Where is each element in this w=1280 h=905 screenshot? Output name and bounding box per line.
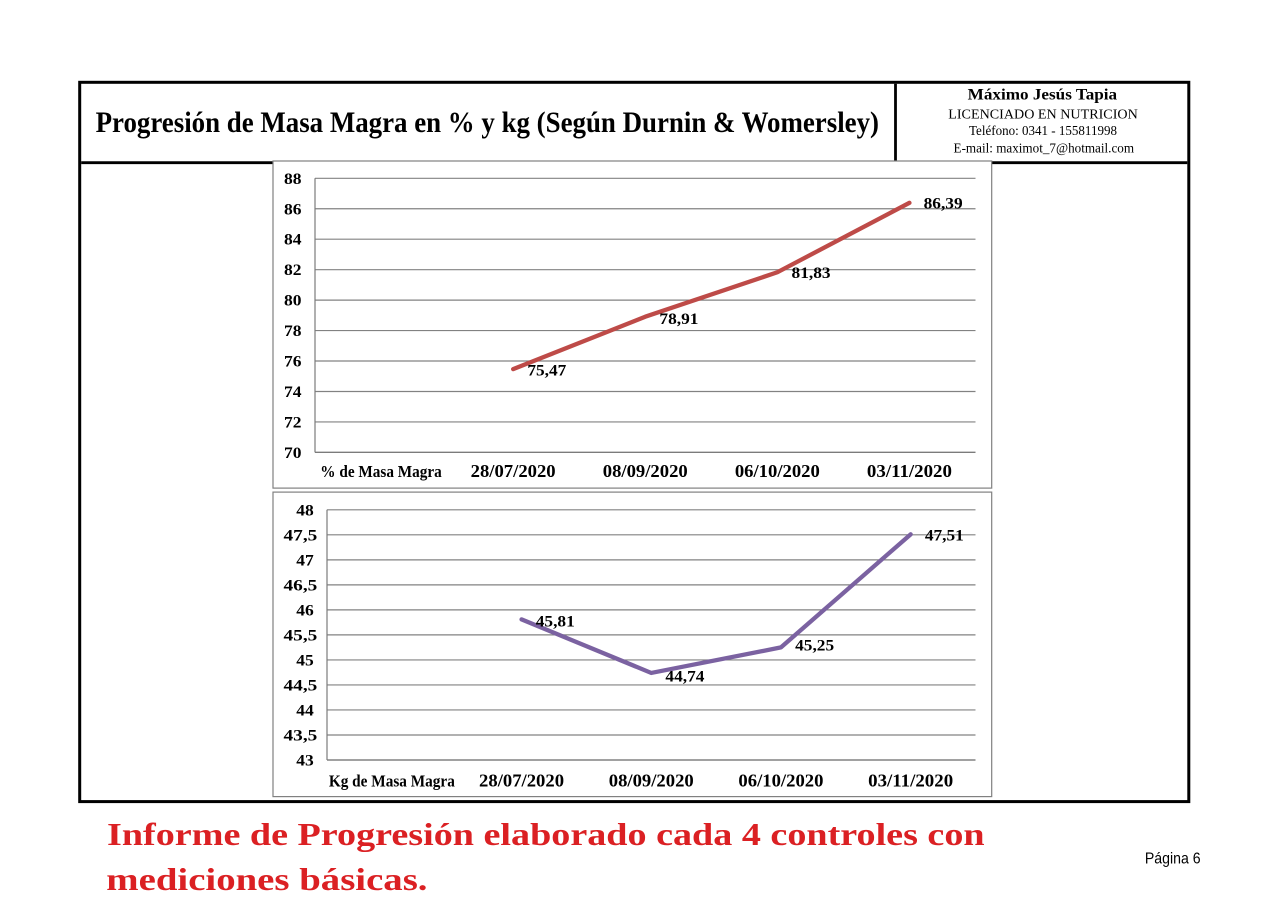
svg-text:Teléfono: 0341 - 155811998: Teléfono: 0341 - 155811998 <box>969 123 1117 138</box>
svg-text:78: 78 <box>284 323 302 340</box>
svg-text:Máximo Jesús Tapia: Máximo Jesús Tapia <box>968 87 1118 104</box>
svg-text:80: 80 <box>284 293 302 310</box>
svg-text:72: 72 <box>284 414 302 431</box>
svg-text:03/11/2020: 03/11/2020 <box>867 461 952 481</box>
svg-text:82: 82 <box>284 262 302 279</box>
svg-text:03/11/2020: 03/11/2020 <box>868 770 953 790</box>
svg-text:81,83: 81,83 <box>792 265 831 282</box>
svg-text:84: 84 <box>284 232 302 249</box>
svg-text:28/07/2020: 28/07/2020 <box>479 770 564 790</box>
svg-text:Progresión de Masa Magra en %: Progresión de Masa Magra en % y kg (Segú… <box>96 107 879 139</box>
svg-text:86,39: 86,39 <box>924 196 963 213</box>
svg-text:45,25: 45,25 <box>795 637 834 654</box>
svg-text:Kg de Masa Magra: Kg de Masa Magra <box>329 771 455 790</box>
svg-text:08/09/2020: 08/09/2020 <box>603 461 688 481</box>
svg-text:47,51: 47,51 <box>925 527 964 544</box>
svg-text:45: 45 <box>296 652 314 669</box>
svg-text:06/10/2020: 06/10/2020 <box>735 461 820 481</box>
svg-text:44,74: 44,74 <box>665 668 704 685</box>
svg-text:47,5: 47,5 <box>284 527 318 544</box>
svg-text:76: 76 <box>284 354 302 371</box>
svg-text:Informe de Progresión elaborad: Informe de Progresión elaborado cada 4 c… <box>107 816 985 852</box>
svg-text:46,5: 46,5 <box>284 577 318 594</box>
svg-text:88: 88 <box>284 171 302 188</box>
svg-text:70: 70 <box>284 445 302 462</box>
svg-text:E-mail: maximot_7@hotmail.com: E-mail: maximot_7@hotmail.com <box>954 140 1135 155</box>
svg-text:86: 86 <box>284 201 302 218</box>
svg-text:43: 43 <box>296 753 314 770</box>
svg-text:LICENCIADO EN NUTRICION: LICENCIADO EN NUTRICION <box>948 106 1138 121</box>
svg-text:44: 44 <box>296 702 314 719</box>
svg-text:Página 6: Página 6 <box>1145 850 1201 867</box>
svg-text:28/07/2020: 28/07/2020 <box>471 461 556 481</box>
svg-text:48: 48 <box>296 502 314 519</box>
svg-text:74: 74 <box>284 384 302 401</box>
svg-text:46: 46 <box>296 602 314 619</box>
svg-text:47: 47 <box>296 552 314 569</box>
svg-text:% de Masa Magra: % de Masa Magra <box>320 462 442 481</box>
svg-text:08/09/2020: 08/09/2020 <box>609 770 694 790</box>
svg-text:75,47: 75,47 <box>527 363 566 380</box>
svg-text:mediciones básicas.: mediciones básicas. <box>106 861 427 897</box>
svg-text:44,5: 44,5 <box>284 677 318 694</box>
svg-text:45,5: 45,5 <box>284 627 318 644</box>
svg-text:45,81: 45,81 <box>536 613 575 630</box>
svg-text:43,5: 43,5 <box>284 728 318 745</box>
svg-text:78,91: 78,91 <box>659 311 698 328</box>
svg-text:06/10/2020: 06/10/2020 <box>738 770 823 790</box>
